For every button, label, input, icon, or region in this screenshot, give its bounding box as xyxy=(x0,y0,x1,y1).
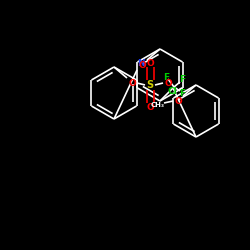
Text: N: N xyxy=(137,58,144,68)
Text: O: O xyxy=(138,60,146,70)
Text: O: O xyxy=(146,102,154,112)
Text: O: O xyxy=(174,96,182,106)
Text: CH₃: CH₃ xyxy=(151,102,165,108)
Text: O: O xyxy=(146,58,154,68)
Text: F: F xyxy=(179,76,185,84)
Text: Cl: Cl xyxy=(168,86,177,96)
Text: O: O xyxy=(164,78,172,88)
Text: F: F xyxy=(163,72,169,82)
Text: O: O xyxy=(128,78,136,88)
Text: S: S xyxy=(146,80,154,90)
Text: F: F xyxy=(179,88,185,98)
